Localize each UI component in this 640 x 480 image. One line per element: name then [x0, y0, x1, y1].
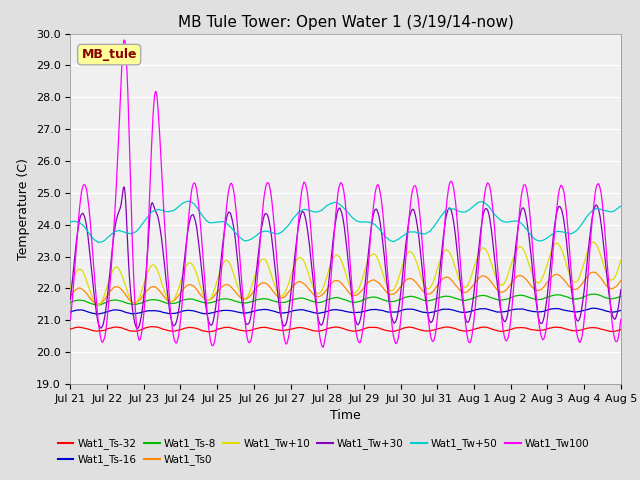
- Y-axis label: Temperature (C): Temperature (C): [17, 158, 30, 260]
- Legend: Wat1_Ts-32, Wat1_Ts-16, Wat1_Ts-8, Wat1_Ts0, Wat1_Tw+10, Wat1_Tw+30, Wat1_Tw+50,: Wat1_Ts-32, Wat1_Ts-16, Wat1_Ts-8, Wat1_…: [58, 438, 589, 465]
- Text: MB_tule: MB_tule: [81, 48, 137, 61]
- X-axis label: Time: Time: [330, 409, 361, 422]
- Title: MB Tule Tower: Open Water 1 (3/19/14-now): MB Tule Tower: Open Water 1 (3/19/14-now…: [178, 15, 513, 30]
